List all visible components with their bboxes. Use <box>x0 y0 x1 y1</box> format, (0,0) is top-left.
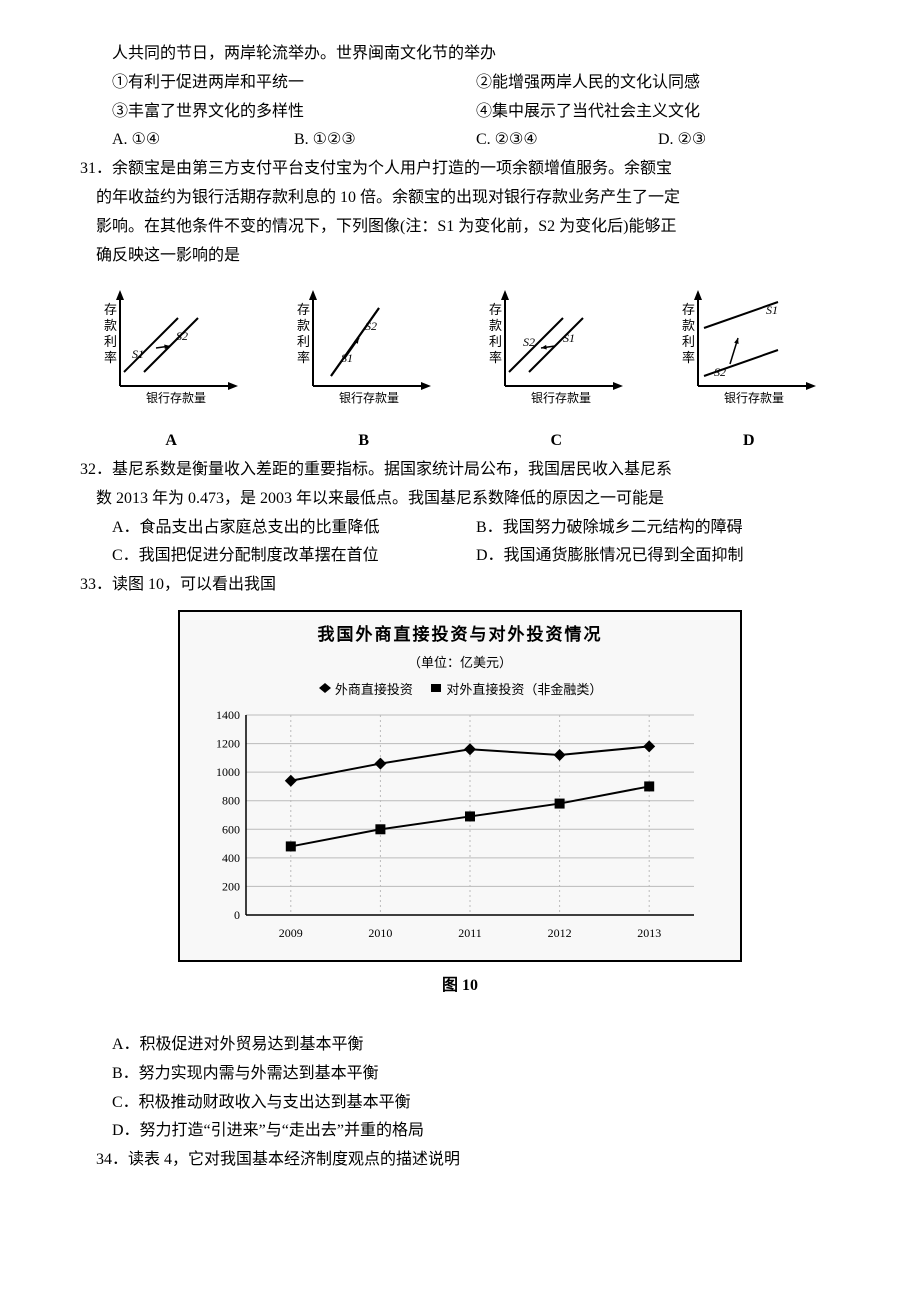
svg-text:存: 存 <box>104 302 117 317</box>
q31-chart-A: 存款利率银行存款量 S1 S2 <box>80 280 262 421</box>
svg-text:400: 400 <box>222 851 240 865</box>
q31-chart-D: 存款利率银行存款量 S1 S2 <box>658 280 840 421</box>
q31-charts: 存款利率银行存款量S1S2 存款利率银行存款量S1S2 存款利率银行存款量S1S… <box>80 280 840 421</box>
svg-text:S2: S2 <box>176 329 188 343</box>
svg-text:1200: 1200 <box>216 737 240 751</box>
fig10-legend: 外商直接投资 对外直接投资（非金融类） <box>190 678 730 701</box>
preface-stmt2: ②能增强两岸人民的文化认同感 <box>476 69 840 98</box>
svg-text:2011: 2011 <box>458 926 482 940</box>
svg-text:存: 存 <box>297 302 310 317</box>
svg-text:率: 率 <box>297 350 310 365</box>
svg-text:银行存款量: 银行存款量 <box>339 391 399 405</box>
svg-text:利: 利 <box>297 334 310 349</box>
q33-optB: B．努力实现内需与外需达到基本平衡 <box>112 1060 840 1089</box>
q31-stem3: 影响。在其他条件不变的情况下，下列图像(注：S1 为变化前，S2 为变化后)能够… <box>80 213 840 242</box>
q34-stem: 34．读表 4，它对我国基本经济制度观点的描述说明 <box>80 1146 840 1175</box>
svg-text:0: 0 <box>234 908 240 922</box>
preface-line: 人共同的节日，两岸轮流举办。世界闽南文化节的举办 <box>80 40 840 69</box>
q31: 31．余额宝是由第三方支付平台支付宝为个人用户打造的一项余额增值服务。余额宝 的… <box>80 155 840 456</box>
fig10-subtitle: （单位：亿美元） <box>190 651 730 674</box>
q31-stem1: 31．余额宝是由第三方支付平台支付宝为个人用户打造的一项余额增值服务。余额宝 <box>80 155 840 184</box>
svg-text:利: 利 <box>104 334 117 349</box>
q31-stem4: 确反映这一影响的是 <box>80 242 840 271</box>
preface-optA: A. ①④ <box>112 126 294 155</box>
q32-stem2: 数 2013 年为 0.473，是 2003 年以来最低点。我国基尼系数降低的原… <box>80 485 840 514</box>
q32-optA: A．食品支出占家庭总支出的比重降低 <box>112 514 476 543</box>
svg-text:款: 款 <box>104 318 117 333</box>
q32-optB: B．我国努力破除城乡二元结构的障碍 <box>476 514 840 543</box>
svg-text:利: 利 <box>489 334 502 349</box>
svg-text:1400: 1400 <box>216 708 240 722</box>
q32-optC: C．我国把促进分配制度改革摆在首位 <box>112 542 476 571</box>
svg-text:款: 款 <box>297 318 310 333</box>
svg-text:S1: S1 <box>766 303 778 317</box>
preface-stmt3: ③丰富了世界文化的多样性 <box>112 98 476 127</box>
svg-text:S1: S1 <box>563 331 575 345</box>
q31-lblB: B <box>273 427 455 456</box>
legendB: 对外直接投资（非金融类） <box>446 682 602 697</box>
fig10-title: 我国外商直接投资与对外投资情况 <box>190 620 730 651</box>
legendA: 外商直接投资 <box>335 682 413 697</box>
q31-stem2: 的年收益约为银行活期存款利息的 10 倍。余额宝的出现对银行存款业务产生了一定 <box>80 184 840 213</box>
q31-chart-C: 存款利率银行存款量 S1 S2 <box>465 280 647 421</box>
q31-lblD: D <box>658 427 840 456</box>
svg-text:存: 存 <box>682 302 695 317</box>
q31-lblC: C <box>465 427 647 456</box>
q31-lblA: A <box>80 427 262 456</box>
svg-text:率: 率 <box>104 350 117 365</box>
fig10-caption: 图 10 <box>80 972 840 1001</box>
svg-text:利: 利 <box>682 334 695 349</box>
svg-text:S2: S2 <box>523 335 535 349</box>
svg-text:1000: 1000 <box>216 765 240 779</box>
preface-optC: C. ②③④ <box>476 126 658 155</box>
svg-text:银行存款量: 银行存款量 <box>724 391 784 405</box>
q33-optD: D．努力打造“引进来”与“走出去”并重的格局 <box>112 1117 840 1146</box>
preface-optD: D. ②③ <box>658 126 840 155</box>
q32-optD: D．我国通货膨胀情况已得到全面抑制 <box>476 542 840 571</box>
svg-text:600: 600 <box>222 823 240 837</box>
svg-text:S2: S2 <box>714 365 726 379</box>
q32-stem1: 32．基尼系数是衡量收入差距的重要指标。据国家统计局公布，我国居民收入基尼系 <box>80 456 840 485</box>
q33: 33．读图 10，可以看出我国 我国外商直接投资与对外投资情况 （单位：亿美元）… <box>80 571 840 1146</box>
svg-text:2013: 2013 <box>637 926 661 940</box>
svg-text:2012: 2012 <box>548 926 572 940</box>
svg-text:率: 率 <box>489 350 502 365</box>
svg-text:200: 200 <box>222 880 240 894</box>
q34: 34．读表 4，它对我国基本经济制度观点的描述说明 <box>80 1146 840 1175</box>
svg-text:款: 款 <box>682 318 695 333</box>
svg-text:2009: 2009 <box>279 926 303 940</box>
preface-optB: B. ①②③ <box>294 126 476 155</box>
fig10-chart: 0 200 400 600 800 1000 1200 1400 2009 2010 2011 201… <box>190 705 710 945</box>
preface-stmt1: ①有利于促进两岸和平统一 <box>112 69 476 98</box>
q31-chart-B: 存款利率银行存款量S1S2 <box>273 280 455 421</box>
preface-block: 人共同的节日，两岸轮流举办。世界闽南文化节的举办 ①有利于促进两岸和平统一 ②能… <box>80 40 840 155</box>
q33-optC: C．积极推动财政收入与支出达到基本平衡 <box>112 1089 840 1118</box>
svg-text:存: 存 <box>489 302 502 317</box>
q32: 32．基尼系数是衡量收入差距的重要指标。据国家统计局公布，我国居民收入基尼系 数… <box>80 456 840 571</box>
svg-text:2010: 2010 <box>368 926 392 940</box>
svg-text:800: 800 <box>222 794 240 808</box>
svg-text:款: 款 <box>489 318 502 333</box>
svg-text:S2: S2 <box>365 319 377 333</box>
svg-text:S1: S1 <box>132 347 144 361</box>
svg-text:率: 率 <box>682 350 695 365</box>
preface-stmt4: ④集中展示了当代社会主义文化 <box>476 98 840 127</box>
fig10: 我国外商直接投资与对外投资情况 （单位：亿美元） 外商直接投资 对外直接投资（非… <box>178 610 742 962</box>
svg-text:银行存款量: 银行存款量 <box>146 391 206 405</box>
svg-text:银行存款量: 银行存款量 <box>531 391 591 405</box>
q33-optA: A．积极促进对外贸易达到基本平衡 <box>112 1031 840 1060</box>
q33-stem: 33．读图 10，可以看出我国 <box>80 571 840 600</box>
